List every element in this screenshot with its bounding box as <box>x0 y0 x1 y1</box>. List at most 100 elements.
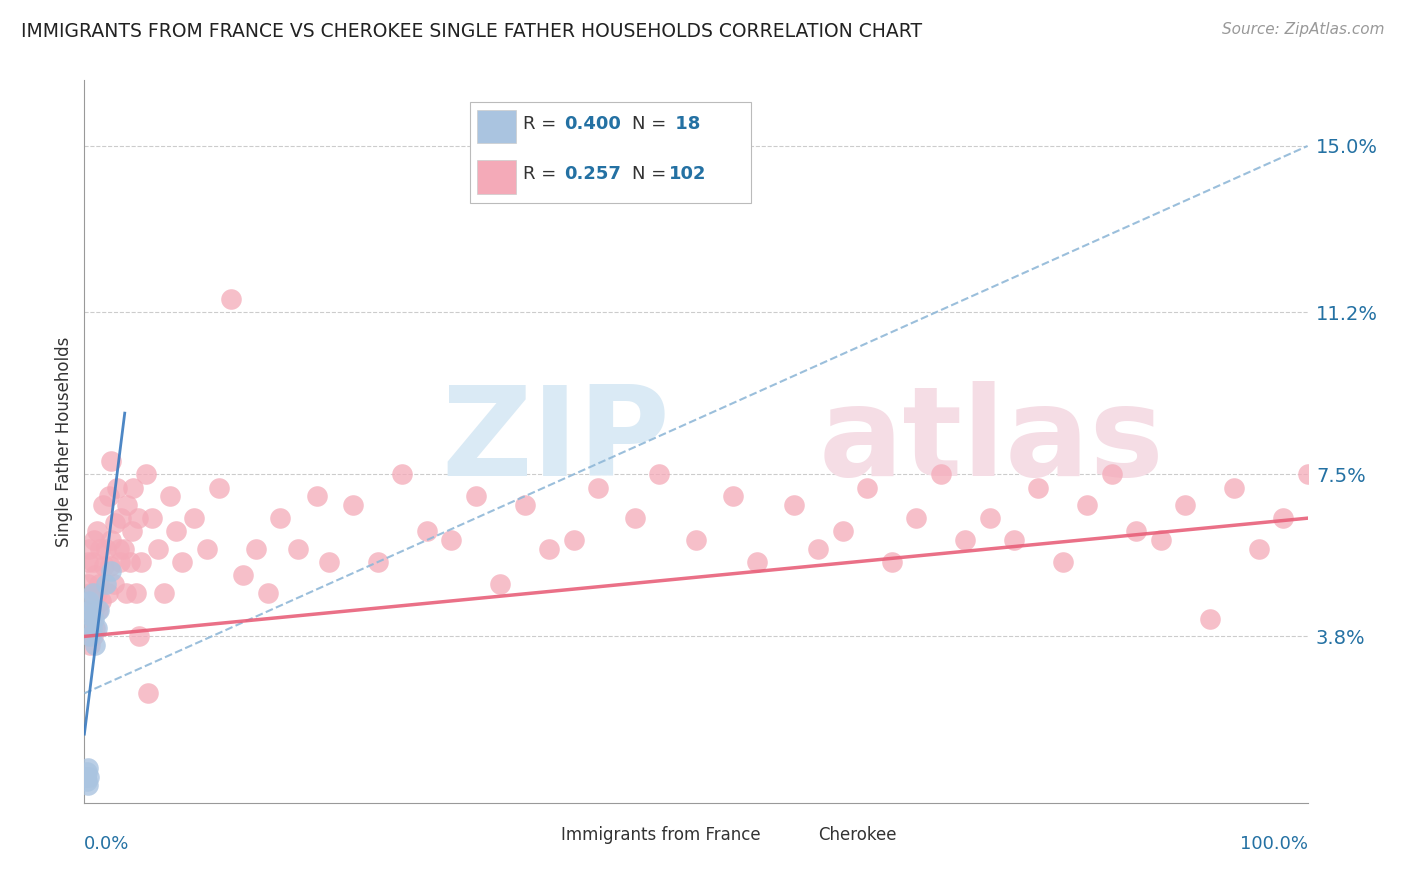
Point <box>98 559 121 574</box>
Point <box>513 498 536 512</box>
Point <box>77 541 100 556</box>
Point <box>257 585 280 599</box>
Point <box>416 524 439 539</box>
Point <box>75 603 97 617</box>
Point <box>269 511 291 525</box>
Point <box>125 585 148 599</box>
FancyBboxPatch shape <box>773 823 813 850</box>
Point <box>96 577 118 591</box>
Point <box>1296 467 1319 482</box>
Point <box>856 481 879 495</box>
FancyBboxPatch shape <box>477 161 516 194</box>
Point <box>219 292 242 306</box>
Point <box>1198 612 1220 626</box>
Point <box>747 555 769 569</box>
Text: IMMIGRANTS FROM FRANCE VS CHEROKEE SINGLE FATHER HOUSEHOLDS CORRELATION CHART: IMMIGRANTS FROM FRANCE VS CHEROKEE SINGL… <box>21 22 922 41</box>
Point <box>538 541 561 556</box>
Point <box>86 524 108 539</box>
Point <box>87 603 110 617</box>
Point <box>118 555 141 569</box>
Point <box>172 555 194 569</box>
Point <box>905 511 928 525</box>
Point <box>1174 498 1197 512</box>
Point <box>136 686 159 700</box>
Point <box>146 541 169 556</box>
Point <box>929 467 952 482</box>
Point <box>90 594 112 608</box>
Point <box>77 778 100 792</box>
FancyBboxPatch shape <box>477 110 516 143</box>
Point <box>121 524 143 539</box>
Y-axis label: Single Father Households: Single Father Households <box>55 336 73 547</box>
Point <box>153 585 176 599</box>
Point <box>82 629 104 643</box>
Text: R =: R = <box>523 165 562 183</box>
Point <box>287 541 309 556</box>
Point <box>232 568 254 582</box>
Point <box>953 533 976 547</box>
Point <box>103 577 125 591</box>
Point <box>318 555 340 569</box>
Point <box>624 511 647 525</box>
Point <box>84 568 107 582</box>
Point <box>97 489 120 503</box>
Point <box>128 629 150 643</box>
Point <box>87 603 110 617</box>
Point <box>1272 511 1295 525</box>
Point <box>100 454 122 468</box>
Point <box>208 481 231 495</box>
Text: ZIP: ZIP <box>441 381 669 502</box>
Point <box>159 489 181 503</box>
Point <box>83 612 105 626</box>
Point <box>562 533 585 547</box>
Point <box>489 577 512 591</box>
Point <box>1002 533 1025 547</box>
Point <box>305 489 328 503</box>
Point <box>1247 541 1270 556</box>
Point <box>87 577 110 591</box>
Point <box>97 585 120 599</box>
Point <box>84 621 107 635</box>
Point <box>107 541 129 556</box>
Point <box>122 481 145 495</box>
Point <box>91 498 114 512</box>
Point <box>80 621 103 635</box>
Point <box>108 555 131 569</box>
Text: R =: R = <box>523 115 562 133</box>
Text: 18: 18 <box>669 115 700 133</box>
Point <box>245 541 267 556</box>
Point <box>76 765 98 780</box>
Point <box>77 577 100 591</box>
Point <box>79 629 101 643</box>
Point <box>685 533 707 547</box>
Point <box>807 541 830 556</box>
Point <box>104 516 127 530</box>
Point <box>1076 498 1098 512</box>
Text: 0.400: 0.400 <box>564 115 620 133</box>
Point <box>83 533 105 547</box>
Point <box>880 555 903 569</box>
Point <box>1125 524 1147 539</box>
Point <box>84 638 107 652</box>
Text: 102: 102 <box>669 165 707 183</box>
Text: 0.257: 0.257 <box>564 165 620 183</box>
Point <box>586 481 609 495</box>
FancyBboxPatch shape <box>470 102 751 203</box>
Point <box>79 603 101 617</box>
Point <box>110 511 132 525</box>
Point <box>86 621 108 635</box>
Point <box>1028 481 1050 495</box>
Point <box>115 585 138 599</box>
Text: N =: N = <box>633 165 672 183</box>
Text: N =: N = <box>633 115 672 133</box>
Point <box>100 533 122 547</box>
Point <box>979 511 1001 525</box>
Point <box>105 481 128 495</box>
Point <box>79 585 101 599</box>
Point <box>195 541 218 556</box>
Point <box>783 498 806 512</box>
Point <box>76 773 98 788</box>
Point <box>76 629 98 643</box>
Point <box>464 489 486 503</box>
Point <box>86 585 108 599</box>
